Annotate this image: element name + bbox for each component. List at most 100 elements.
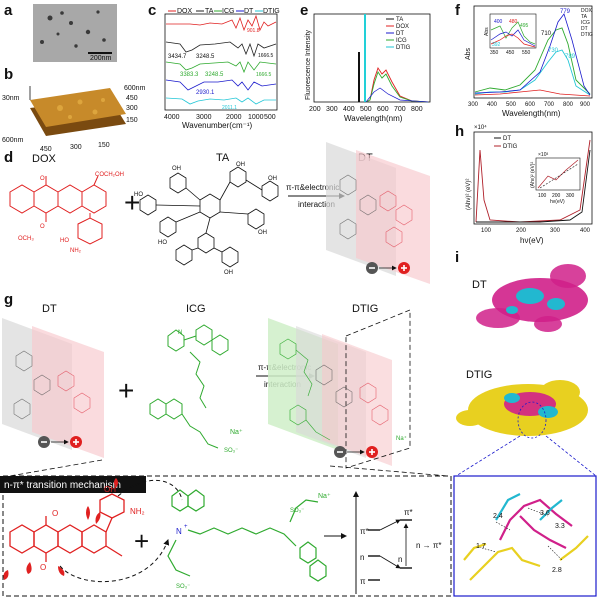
ftir-legend-dt: DT bbox=[244, 8, 254, 15]
interaction-text-2: interaction bbox=[298, 200, 335, 209]
scale-bar-text: 200nm bbox=[90, 55, 112, 62]
tauc-inset-exp: ×10³ bbox=[538, 152, 548, 158]
panel-label-b: b bbox=[4, 66, 13, 83]
abs-xtick: 400 bbox=[487, 102, 498, 108]
fl-xlabel: Wavelength(nm) bbox=[344, 114, 403, 123]
abs-legend: DOX bbox=[581, 8, 593, 14]
level-n: n bbox=[360, 553, 364, 562]
ftir-xlabel: Wavenumber(cm⁻¹) bbox=[182, 121, 252, 130]
abs-annot: 710 bbox=[541, 31, 552, 37]
abs-inset-annot: 480 bbox=[509, 19, 518, 25]
mech-icg-structure bbox=[167, 489, 327, 582]
svg-text:NH₂: NH₂ bbox=[70, 248, 82, 254]
abs-inset-annot: 400 bbox=[494, 19, 503, 25]
md-distance: 3.6 bbox=[540, 510, 550, 517]
panel-e: e Fluorescence Intensity TA DOX DT ICG D… bbox=[300, 2, 431, 123]
mech-n-plus: N bbox=[176, 527, 182, 536]
md-dtig-structure bbox=[456, 380, 588, 436]
abs-inset-annot: 392 bbox=[492, 42, 501, 48]
svg-text:OH: OH bbox=[224, 270, 233, 276]
transition-label: n → π* bbox=[416, 541, 442, 550]
tauc-inset-ylabel: (Ahν)² (eV)² bbox=[530, 162, 536, 188]
fl-xtick: 800 bbox=[411, 106, 423, 113]
abs-inset-xtick: 350 bbox=[490, 50, 499, 56]
scale-bar bbox=[88, 52, 112, 54]
level-pi: π bbox=[360, 577, 366, 586]
svg-text:O: O bbox=[40, 176, 45, 182]
fl-xtick: 700 bbox=[394, 106, 406, 113]
md-dt-structure bbox=[476, 264, 588, 332]
abs-inset-annot: 495 bbox=[520, 23, 529, 29]
svg-text:OH: OH bbox=[268, 176, 277, 182]
tauc-xtick: 200 bbox=[516, 228, 527, 234]
md-zoom-box bbox=[453, 475, 597, 597]
panel-h: h ×10⁴ (Ahν)² (eV)² DT DTIG ×10³ (Ahν)² … bbox=[455, 123, 593, 245]
ftir-legend-dtig: DTIG bbox=[263, 8, 280, 15]
abs-inset-ylabel: Abs bbox=[484, 27, 490, 36]
plus-sign: + bbox=[124, 187, 140, 218]
ta-label: TA bbox=[216, 152, 230, 164]
abs-xtick: 600 bbox=[525, 102, 536, 108]
md-distance: 2.8 bbox=[552, 567, 562, 574]
fl-legend: DOX bbox=[396, 24, 409, 30]
g-dtig-label: DTIG bbox=[352, 303, 378, 315]
ftir-peak: 2930.1 bbox=[196, 90, 215, 96]
ftir-peak: 3248.5 bbox=[205, 72, 224, 78]
panel-label-d: d bbox=[4, 149, 13, 166]
panel-label-a: a bbox=[4, 2, 13, 19]
abs-annot: 789 bbox=[565, 54, 576, 60]
ftir-xtick: 2000 bbox=[226, 114, 242, 121]
mechanism-title: n-π* transition mechanism bbox=[4, 480, 121, 491]
mech-dox-structure bbox=[9, 493, 125, 562]
mech-oh: OH bbox=[104, 485, 116, 494]
fl-xtick: 400 bbox=[343, 106, 355, 113]
ftir-xtick: 500 bbox=[264, 114, 276, 121]
panel-d: d DOX COCH₂OH OCH₃ NH₂ HO O O + TA bbox=[4, 142, 430, 284]
fl-legend: DT bbox=[396, 31, 404, 37]
mechanism-panel: n-π* transition mechanism O O NH₂ OH + bbox=[0, 459, 452, 597]
panel-f: f Abs 710 779 730 789 DOX TA ICG DT DTIG… bbox=[455, 2, 593, 118]
abs-xtick: 800 bbox=[563, 102, 574, 108]
mech-nh2: NH₂ bbox=[130, 507, 145, 516]
panel-c: c DOX TA ICG DT DTIG 901.8 3434.7 3248.5… bbox=[148, 2, 280, 130]
afm-x-tick: 150 bbox=[98, 142, 110, 149]
svg-text:O: O bbox=[52, 509, 58, 518]
afm-y-tick: 450 bbox=[126, 95, 138, 102]
tauc-legend: DTIG bbox=[503, 144, 518, 150]
dox-label: DOX bbox=[32, 153, 57, 165]
level-pi-star-2: π* bbox=[404, 508, 413, 517]
panel-g: g DT + ICG N SO₃⁻ Na⁺ bbox=[2, 291, 411, 469]
panel-label-c: c bbox=[148, 2, 156, 19]
panel-label-h: h bbox=[455, 123, 464, 140]
afm-x-tick: 300 bbox=[70, 144, 82, 151]
panel-i: i DT DTIG bbox=[453, 249, 597, 597]
dox-structure bbox=[9, 175, 107, 245]
abs-inset-xtick: 550 bbox=[522, 50, 531, 56]
md-distance: 1.7 bbox=[476, 543, 486, 550]
ftir-peak: 3434.7 bbox=[168, 54, 187, 60]
abs-xtick: 900 bbox=[580, 102, 591, 108]
ftir-peak: 3248.5 bbox=[196, 54, 215, 60]
ftir-legend-icg: ICG bbox=[222, 8, 234, 15]
fl-xtick: 600 bbox=[377, 106, 389, 113]
abs-xtick: 300 bbox=[468, 102, 479, 108]
afm-z-label: 30nm bbox=[2, 95, 20, 102]
g-dt-label: DT bbox=[42, 303, 57, 315]
ftir-xtick: 1000 bbox=[248, 114, 264, 121]
fl-icg-line bbox=[364, 14, 366, 102]
panel-label-e: e bbox=[300, 2, 308, 19]
svg-text:+: + bbox=[184, 524, 188, 530]
abs-xtick: 700 bbox=[544, 102, 555, 108]
afm-y-tick: 150 bbox=[126, 117, 138, 124]
panel-label-i: i bbox=[455, 249, 459, 266]
level-pi-star: π* bbox=[360, 527, 369, 536]
ftir-legend-dox: DOX bbox=[177, 8, 193, 15]
fl-xtick: 500 bbox=[360, 106, 372, 113]
abs-inset-xtick: 450 bbox=[506, 50, 515, 56]
na-ion: Na⁺ bbox=[230, 429, 243, 436]
tauc-xlabel: hν(eV) bbox=[520, 236, 544, 245]
mech-plus-sign: + bbox=[134, 526, 149, 556]
tauc-xtick: 100 bbox=[481, 228, 492, 234]
svg-text:HO: HO bbox=[134, 192, 143, 198]
